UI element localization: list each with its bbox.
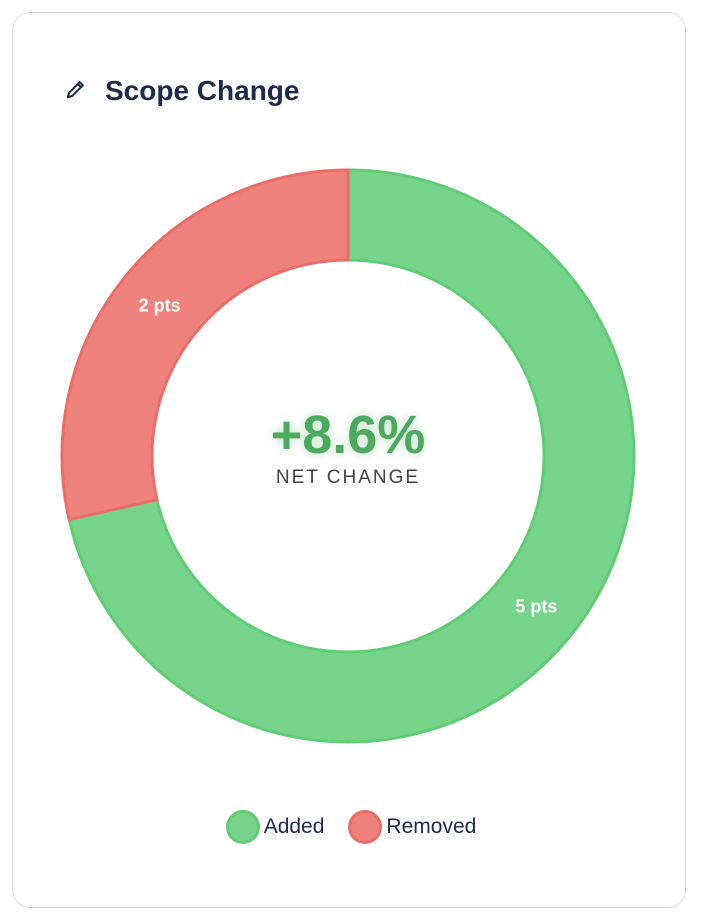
card-header: Scope Change <box>65 75 299 107</box>
center-summary: +8.6% NET CHANGE <box>198 405 498 489</box>
legend-item-removed[interactable]: Removed <box>348 810 476 844</box>
data-label-removed: 2 pts <box>139 296 181 316</box>
legend-label: Removed <box>386 815 477 838</box>
legend: Added Removed <box>0 810 702 844</box>
net-change-value: +8.6% <box>270 405 426 465</box>
segment-removed[interactable] <box>60 168 350 522</box>
net-change-label: NET CHANGE <box>275 467 421 488</box>
legend-label: Added <box>263 815 325 838</box>
legend-item-added[interactable]: Added <box>225 810 325 844</box>
legend-swatch-added <box>225 810 260 844</box>
legend-swatch-removed <box>348 810 383 844</box>
data-label-added: 5 pts <box>515 596 557 616</box>
pencil-icon <box>65 78 87 105</box>
segment-added[interactable] <box>67 168 636 744</box>
card-title: Scope Change <box>105 75 300 106</box>
